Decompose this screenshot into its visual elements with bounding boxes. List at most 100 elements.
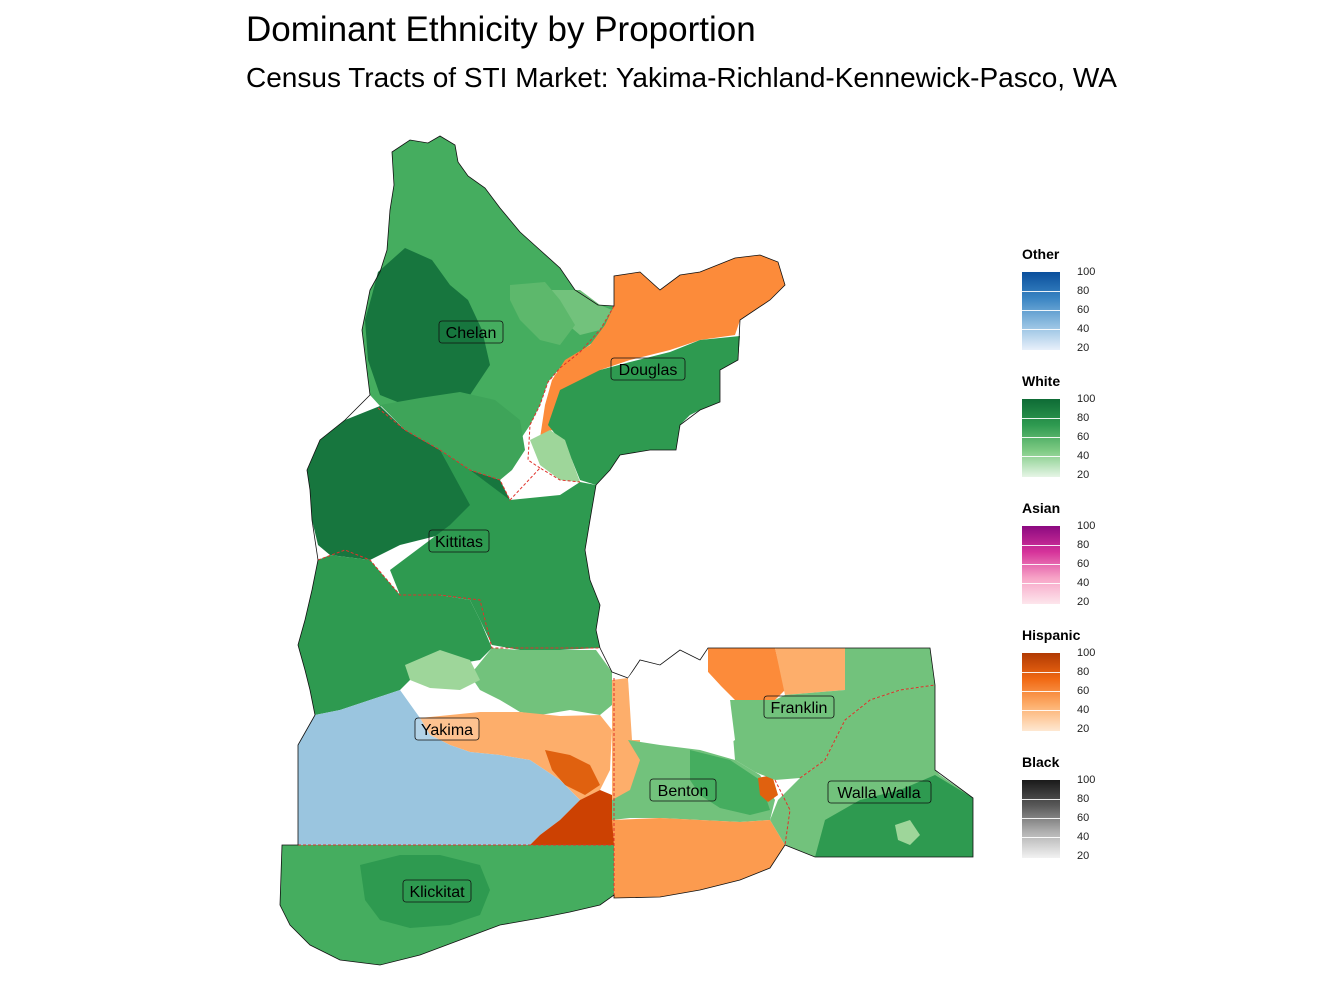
tick <box>1022 329 1060 330</box>
klickitat-tracts-dark <box>360 855 490 928</box>
label-benton-text: Benton <box>658 783 709 800</box>
tick <box>1022 710 1060 711</box>
tick <box>1022 456 1060 457</box>
benton-tracts-southeast <box>612 818 785 898</box>
tick-label: 40 <box>1077 831 1090 843</box>
tick-label: 40 <box>1077 577 1090 589</box>
tick <box>1022 691 1060 692</box>
tick-label: 20 <box>1077 469 1090 481</box>
tick-label: 40 <box>1077 323 1090 335</box>
legend-gradient-other <box>1022 272 1060 350</box>
walla-walla-tracts-dark <box>815 775 973 857</box>
label-walla-walla-text: Walla Walla <box>837 785 920 802</box>
legend-scale-black: 100 80 60 40 20 <box>1022 774 1142 866</box>
label-chelan: Chelan <box>438 320 504 344</box>
label-klickitat-text: Klickitat <box>409 884 465 901</box>
legend-title-asian: Asian <box>1022 500 1061 516</box>
tick-label: 80 <box>1077 793 1090 805</box>
yakima-tracts-reservation <box>298 690 580 845</box>
map-title: Dominant Ethnicity by Proportion <box>246 10 756 49</box>
douglas-tracts-white <box>548 336 740 485</box>
legend-gradient-white <box>1022 399 1060 477</box>
benton-tracts-hispanic-west <box>612 678 640 800</box>
border-benton-walla-walla <box>774 779 791 846</box>
tick-label: 20 <box>1077 342 1090 354</box>
label-chelan-box <box>438 320 504 344</box>
legend-other: Other 100 80 60 40 20 <box>1022 246 1142 358</box>
tick-label: 60 <box>1077 685 1090 697</box>
legend-title-black: Black <box>1022 754 1060 770</box>
county-borders <box>298 305 936 898</box>
label-franklin-box <box>763 695 835 719</box>
tick-label: 80 <box>1077 666 1090 678</box>
legend-title-hispanic: Hispanic <box>1022 627 1081 643</box>
tick-label: 40 <box>1077 704 1090 716</box>
legend-black: Black 100 80 60 40 20 <box>1022 754 1142 866</box>
county-kittitas <box>307 406 600 650</box>
legend-gradient-black <box>1022 780 1060 858</box>
legend-scale-other: 100 80 60 40 20 <box>1022 266 1142 358</box>
label-franklin-text: Franklin <box>771 700 828 717</box>
label-benton-box <box>649 778 717 802</box>
legend-title-other: Other <box>1022 246 1060 262</box>
tick <box>1022 437 1060 438</box>
legend-hispanic: Hispanic 100 80 60 40 20 <box>1022 627 1142 739</box>
franklin-tracts-hispanic <box>708 648 785 700</box>
tick <box>1022 837 1060 838</box>
legend-asian: Asian 100 80 60 40 20 <box>1022 500 1142 612</box>
tick-label: 100 <box>1077 393 1096 405</box>
douglas-tracts-pale <box>530 430 580 482</box>
county-douglas <box>530 255 785 485</box>
county-chelan <box>362 136 614 480</box>
tick-label: 80 <box>1077 285 1090 297</box>
tick-label: 20 <box>1077 850 1090 862</box>
chelan-tracts-mid <box>510 282 575 345</box>
tick-label: 100 <box>1077 266 1096 278</box>
label-klickitat-box <box>402 879 472 903</box>
county-walla-walla <box>770 685 973 857</box>
tick-label: 60 <box>1077 812 1090 824</box>
yakima-tracts-east <box>470 648 612 715</box>
legend-scale-hispanic: 100 80 60 40 20 <box>1022 647 1142 739</box>
tick-label: 60 <box>1077 558 1090 570</box>
franklin-tracts-hispanic-light <box>775 648 845 695</box>
label-douglas: Douglas <box>610 357 686 381</box>
legend-white: White 100 80 60 40 20 <box>1022 373 1142 485</box>
tick-label: 20 <box>1077 723 1090 735</box>
tick-label: 20 <box>1077 596 1090 608</box>
map-subtitle: Census Tracts of STI Market: Yakima-Rich… <box>246 62 1117 93</box>
tick <box>1022 291 1060 292</box>
census-tract-map: Chelan Douglas Kittitas Yakima Franklin … <box>279 135 974 966</box>
kittitas-tracts-east <box>390 450 600 650</box>
label-yakima: Yakima <box>414 717 480 741</box>
county-yakima <box>298 555 614 845</box>
benton-tracts-urban <box>690 750 770 815</box>
hanford-area <box>628 652 735 750</box>
tick <box>1022 418 1060 419</box>
label-yakima-text: Yakima <box>421 722 473 739</box>
tick <box>1022 799 1060 800</box>
border-franklin-walla-walla <box>799 684 936 779</box>
franklin-tracts-white <box>730 648 935 780</box>
benton-tracts-hispanic-core <box>758 775 778 802</box>
tick-label: 80 <box>1077 539 1090 551</box>
chelan-tracts-lower <box>380 392 525 480</box>
legend-scale-asian: 100 80 60 40 20 <box>1022 520 1142 612</box>
tick-label: 80 <box>1077 412 1090 424</box>
label-kittitas: Kittitas <box>428 529 490 553</box>
tick <box>1022 564 1060 565</box>
chelan-tracts-dark <box>365 248 490 410</box>
tick <box>1022 672 1060 673</box>
legend-gradient-asian <box>1022 526 1060 604</box>
label-klickitat: Klickitat <box>402 879 472 903</box>
walla-walla-tracts-urban <box>895 820 920 845</box>
label-walla-walla: Walla Walla <box>827 780 932 804</box>
tick <box>1022 583 1060 584</box>
tick-label: 60 <box>1077 431 1090 443</box>
label-kittitas-box <box>428 529 490 553</box>
tick-label: 100 <box>1077 774 1096 786</box>
tick <box>1022 818 1060 819</box>
tick <box>1022 545 1060 546</box>
tick-label: 40 <box>1077 450 1090 462</box>
label-yakima-box <box>414 717 480 741</box>
